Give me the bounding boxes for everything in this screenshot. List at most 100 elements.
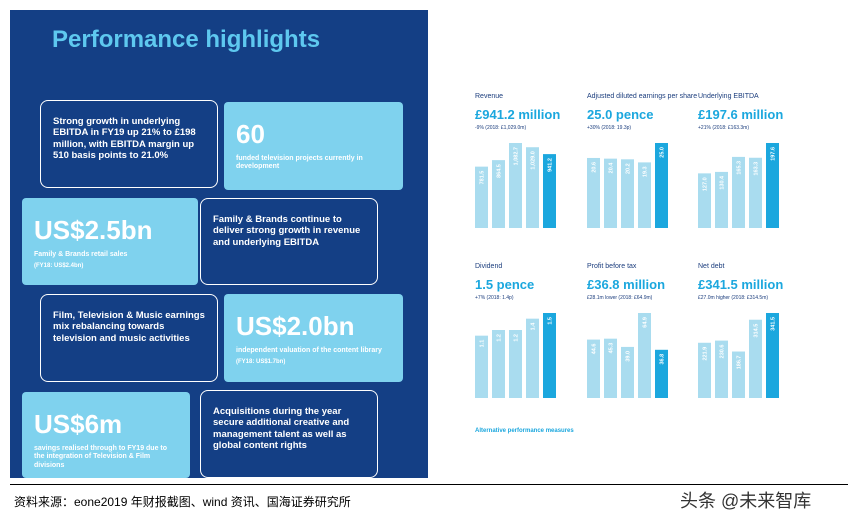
card-text: Family & Brands continue to deliver stro…	[213, 214, 361, 248]
highlight-card: Film, Television & Music earnings mix re…	[40, 294, 218, 382]
bar	[638, 313, 651, 398]
highlight-card: Family & Brands continue to deliver stro…	[200, 198, 378, 285]
bar-label: 36.8	[660, 354, 666, 365]
bar-label: 197.6	[771, 147, 777, 161]
bar-label: 341.5	[771, 317, 777, 331]
highlights-panel: Performance highlights Strong growth in …	[10, 10, 428, 478]
bar-label: 864.5	[497, 164, 503, 178]
rule	[10, 484, 848, 485]
chart-title: Underlying EBITDA	[698, 93, 759, 100]
bar	[621, 346, 634, 398]
bar	[509, 330, 522, 398]
bar	[604, 338, 617, 398]
card-text: Film, Television & Music earnings mix re…	[53, 310, 205, 344]
big-figure: US$2.5bn	[34, 215, 153, 245]
chart-subtitle: £28.1m lower (2018: £64.9m)	[587, 295, 653, 301]
bar	[749, 157, 762, 228]
bar	[475, 166, 488, 228]
bar-label: 1.5	[548, 317, 554, 325]
chart-headline: 25.0 pence	[587, 107, 654, 122]
bar-label: 127.0	[703, 177, 709, 191]
highlight-card: US$2.0bn independent valuation of the con…	[224, 294, 403, 382]
bar	[492, 330, 505, 398]
bar	[732, 156, 745, 228]
card-text: Acquisitions during the year secure addi…	[213, 406, 350, 452]
highlight-card: Acquisitions during the year secure addi…	[200, 390, 378, 478]
chart-headline: £341.5 million	[698, 277, 783, 292]
card-text: independent valuation of the content lib…	[236, 347, 382, 354]
bar-label: 64.9	[643, 317, 649, 328]
bar-label: 20.2	[626, 163, 632, 174]
card-text: savings realised through to FY19 due to …	[34, 445, 168, 469]
bar-label: 230.6	[720, 345, 726, 359]
highlight-card: 60 funded television projects currently i…	[224, 102, 403, 190]
bar	[766, 313, 779, 398]
highlight-card: US$2.5bn Family & Brands retail sales (FY1…	[22, 198, 198, 285]
bar-label: 20.4	[609, 162, 615, 174]
bar	[543, 313, 556, 398]
highlight-card: US$6m savings realised through to FY19 du…	[22, 392, 190, 478]
bar-label: 1,082.7	[514, 147, 520, 165]
highlight-card: Strong growth in underlying EBITDA in FY…	[40, 100, 218, 188]
source-note: 资料来源：eone2019 年财报截图、wind 资讯、国海证券研究所	[14, 495, 351, 509]
bar-label: 45.3	[609, 343, 615, 354]
bar	[604, 158, 617, 228]
bar	[715, 340, 728, 398]
chart-subtitle: +21% (2018: £163.3m)	[698, 125, 749, 131]
chart-headline: £941.2 million	[475, 107, 560, 122]
chart-title: Net debt	[698, 263, 725, 270]
chart-headline: £36.8 million	[587, 277, 665, 292]
bar-label: 19.3	[643, 166, 649, 177]
card-note: (FY18: US$2.4bn)	[34, 263, 84, 270]
bar	[698, 173, 711, 228]
chart-headline: 1.5 pence	[475, 277, 534, 292]
bar-label: 39.0	[626, 351, 632, 362]
bar-label: 1.2	[497, 334, 503, 342]
big-figure: US$2.0bn	[236, 311, 355, 341]
bar	[655, 143, 668, 228]
bar	[509, 143, 522, 228]
big-figure: 60	[236, 119, 265, 149]
bar	[621, 159, 634, 228]
bar-label: 941.2	[548, 158, 554, 172]
bar-label: 781.5	[480, 171, 486, 185]
bar-label: 1.2	[514, 334, 520, 342]
chart-subtitle: +7% (2018: 1.4p)	[475, 295, 514, 301]
bar	[749, 319, 762, 398]
bar-label: 25.0	[660, 147, 666, 158]
apm-title: Alternative performance measures	[475, 428, 574, 434]
charts: Revenue £941.2 million -9% (2018: £1,029.0…	[475, 93, 783, 434]
bar	[526, 318, 539, 398]
chart-subtitle: +30% (2018: 19.3p)	[587, 125, 631, 131]
big-figure: US$6m	[34, 409, 123, 439]
bar-label: 130.4	[720, 175, 726, 190]
bar	[698, 342, 711, 398]
chart-headline: £197.6 million	[698, 107, 783, 122]
chart-subtitle: £27.0m higher (2018: £314.5m)	[698, 295, 768, 301]
bar-label: 1.1	[480, 340, 486, 348]
bar-label: 221.9	[703, 347, 709, 361]
card-text: Strong growth in underlying EBITDA in FY…	[53, 116, 196, 162]
chart-title: Revenue	[475, 93, 503, 100]
card-text: funded television projects currently in …	[236, 155, 363, 171]
bar-label: 314.5	[754, 324, 760, 338]
bar	[543, 154, 556, 228]
card-text: Family & Brands retail sales	[34, 251, 128, 258]
chart-title: Profit before tax	[587, 263, 637, 270]
bar	[587, 157, 600, 228]
bar	[587, 339, 600, 398]
bar	[732, 351, 745, 398]
bar-label: 1,029.0	[531, 151, 537, 169]
chart-subtitle: -9% (2018: £1,029.0m)	[475, 125, 526, 131]
bar	[526, 147, 539, 228]
bar-label: 163.3	[754, 162, 760, 176]
bar-label: 186.7	[737, 356, 743, 370]
bar	[766, 143, 779, 228]
bar	[475, 335, 488, 398]
bar-label: 1.4	[531, 322, 537, 331]
bar	[655, 349, 668, 398]
chart-title: Adjusted diluted earnings per share	[587, 93, 697, 100]
bar	[715, 171, 728, 228]
panel-title: Performance highlights	[52, 26, 321, 53]
